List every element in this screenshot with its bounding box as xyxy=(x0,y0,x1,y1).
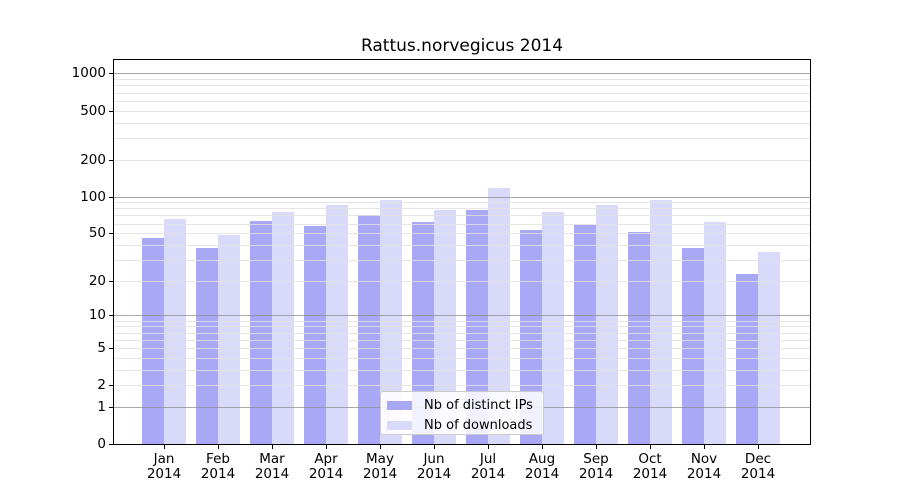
y-tick-mark-500 xyxy=(109,110,113,112)
y-tick-label-100: 100 xyxy=(80,188,106,205)
legend: Nb of distinct IPs Nb of downloads xyxy=(380,391,544,435)
bar-distinct-ips-mar xyxy=(250,220,272,444)
x-tick-label-jul: Jul 2014 xyxy=(470,451,506,482)
y-tick-mark-200 xyxy=(109,159,113,161)
x-tick-label-aug: Aug 2014 xyxy=(524,451,560,482)
legend-item-distinct-ips: Nb of distinct IPs xyxy=(387,396,543,414)
y-tick-mark-100 xyxy=(109,196,113,198)
x-tick-mark-jun xyxy=(434,445,435,449)
x-tick-mark-mar xyxy=(272,445,273,449)
gridline-40 xyxy=(114,244,810,246)
gridline-1000 xyxy=(114,73,810,75)
y-tick-label-200: 200 xyxy=(80,151,106,168)
gridline-30 xyxy=(114,259,810,261)
gridline-700 xyxy=(114,92,810,94)
gridline-7 xyxy=(114,332,810,334)
bar-distinct-ips-apr xyxy=(304,226,326,444)
y-tick-label-50: 50 xyxy=(88,225,106,242)
gridline-300 xyxy=(114,137,810,139)
y-tick-mark-0 xyxy=(109,444,113,445)
y-tick-mark-1000 xyxy=(109,73,113,75)
x-tick-mark-may xyxy=(380,445,381,449)
y-tick-mark-20 xyxy=(109,280,113,282)
y-tick-mark-50 xyxy=(109,233,113,235)
gridline-6 xyxy=(114,339,810,341)
x-tick-label-dec: Dec 2014 xyxy=(740,451,776,482)
bar-distinct-ips-oct xyxy=(628,232,650,444)
x-tick-label-may: May 2014 xyxy=(362,451,398,482)
bar-distinct-ips-sep xyxy=(574,225,596,444)
gridline-10 xyxy=(114,315,810,317)
y-tick-mark-5 xyxy=(109,347,113,349)
gridline-80 xyxy=(114,208,810,210)
y-tick-mark-10 xyxy=(109,315,113,317)
gridline-5 xyxy=(114,347,810,349)
legend-label-distinct-ips: Nb of distinct IPs xyxy=(424,397,533,413)
bar-distinct-ips-aug xyxy=(520,230,542,444)
gridline-70 xyxy=(114,215,810,217)
x-tick-label-jun: Jun 2014 xyxy=(416,451,452,482)
gridline-20 xyxy=(114,280,810,282)
gridline-4 xyxy=(114,357,810,359)
legend-swatch-downloads xyxy=(387,420,412,430)
gridline-3 xyxy=(114,369,810,371)
x-tick-mark-jul xyxy=(488,445,489,449)
x-tick-mark-feb xyxy=(218,445,219,449)
x-tick-mark-sep xyxy=(596,445,597,449)
gridline-8 xyxy=(114,326,810,328)
x-tick-label-apr: Apr 2014 xyxy=(308,451,344,482)
y-tick-label-0: 0 xyxy=(97,436,106,452)
bar-distinct-ips-may xyxy=(358,214,380,444)
gridline-900 xyxy=(114,79,810,81)
x-tick-mark-dec xyxy=(758,445,759,449)
bar-downloads-oct xyxy=(650,200,672,444)
x-tick-mark-apr xyxy=(326,445,327,449)
x-tick-label-nov: Nov 2014 xyxy=(686,451,722,482)
y-tick-label-10: 10 xyxy=(88,307,106,324)
y-tick-label-5: 5 xyxy=(97,339,106,356)
gridline-90 xyxy=(114,202,810,204)
legend-swatch-distinct-ips xyxy=(387,400,412,410)
gridline-60 xyxy=(114,223,810,225)
bar-downloads-sep xyxy=(596,204,618,444)
bar-distinct-ips-feb xyxy=(196,247,218,444)
legend-item-downloads: Nb of downloads xyxy=(387,416,543,434)
x-tick-mark-oct xyxy=(650,445,651,449)
y-tick-mark-1 xyxy=(109,406,113,408)
gridline-200 xyxy=(114,159,810,161)
legend-label-downloads: Nb of downloads xyxy=(424,417,533,433)
y-tick-label-2: 2 xyxy=(97,377,106,394)
x-tick-label-sep: Sep 2014 xyxy=(578,451,614,482)
grid-layer xyxy=(114,60,810,444)
gridline-50 xyxy=(114,233,810,235)
x-tick-label-oct: Oct 2014 xyxy=(632,451,668,482)
gridline-9 xyxy=(114,320,810,322)
bar-downloads-apr xyxy=(326,205,348,444)
chart-title: Rattus.norvegicus 2014 xyxy=(360,36,564,56)
gridline-800 xyxy=(114,85,810,87)
x-tick-mark-jan xyxy=(164,445,165,449)
bar-downloads-may xyxy=(380,200,402,444)
gridline-600 xyxy=(114,100,810,102)
y-tick-label-20: 20 xyxy=(88,272,106,289)
y-tick-label-1000: 1000 xyxy=(71,65,106,82)
gridline-400 xyxy=(114,122,810,124)
x-tick-label-jan: Jan 2014 xyxy=(146,451,182,482)
x-tick-label-mar: Mar 2014 xyxy=(254,451,290,482)
x-tick-mark-aug xyxy=(542,445,543,449)
gridline-2 xyxy=(114,385,810,387)
y-tick-mark-2 xyxy=(109,385,113,387)
gridline-500 xyxy=(114,110,810,112)
y-tick-label-500: 500 xyxy=(80,102,106,119)
bar-downloads-jan xyxy=(164,219,186,444)
plot-area xyxy=(113,59,811,445)
y-tick-label-1: 1 xyxy=(97,398,106,415)
gridline-100 xyxy=(114,196,810,198)
x-tick-mark-nov xyxy=(704,445,705,449)
x-tick-label-feb: Feb 2014 xyxy=(200,451,236,482)
bar-downloads-mar xyxy=(272,212,294,444)
bar-distinct-ips-jan xyxy=(142,237,164,444)
bar-distinct-ips-nov xyxy=(682,247,704,444)
